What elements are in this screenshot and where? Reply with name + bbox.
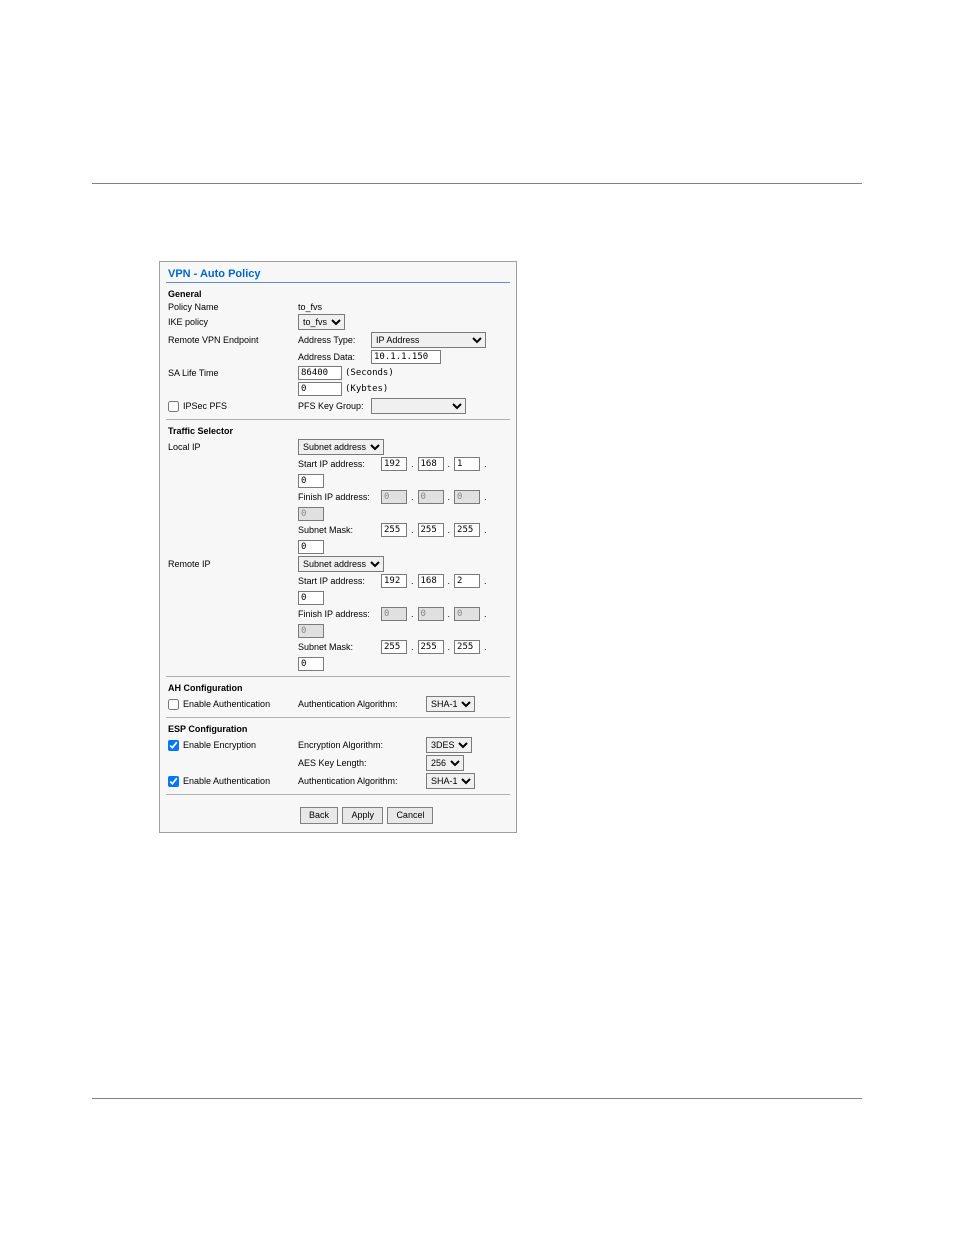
ah-auth-algo-select[interactable]: SHA-1 — [426, 696, 475, 712]
section-divider — [166, 794, 510, 795]
ipsec-pfs-checkbox[interactable] — [168, 401, 179, 412]
local-finish-label: Finish IP address: — [298, 492, 378, 502]
remote-finish-2 — [418, 607, 444, 621]
remote-finish-3 — [454, 607, 480, 621]
section-divider — [166, 717, 510, 718]
esp-auth-algo-select[interactable]: SHA-1 — [426, 773, 475, 789]
address-data-input[interactable] — [371, 350, 441, 364]
esp-enc-algo-label: Encryption Algorithm: — [298, 740, 423, 750]
esp-enable-enc-checkbox[interactable] — [168, 740, 179, 751]
remote-mask-1[interactable] — [381, 640, 407, 654]
esp-enable-auth-checkbox[interactable] — [168, 776, 179, 787]
pfs-group-select[interactable] — [371, 398, 466, 414]
remote-finish-label: Finish IP address: — [298, 609, 378, 619]
sa-kbytes-input[interactable] — [298, 382, 342, 396]
section-divider — [166, 676, 510, 677]
remote-start-1[interactable] — [381, 574, 407, 588]
sa-kbytes-unit: (Kybtes) — [345, 384, 388, 394]
remote-start-3[interactable] — [454, 574, 480, 588]
section-divider — [166, 419, 510, 420]
address-type-label: Address Type: — [298, 335, 368, 345]
remote-start-2[interactable] — [418, 574, 444, 588]
remote-mask-4[interactable] — [298, 657, 324, 671]
ah-enable-auth-checkbox[interactable] — [168, 699, 179, 710]
general-heading: General — [160, 287, 516, 301]
local-start-label: Start IP address: — [298, 459, 378, 469]
traffic-heading: Traffic Selector — [160, 424, 516, 438]
local-mask-3[interactable] — [454, 523, 480, 537]
local-start-1[interactable] — [381, 457, 407, 471]
esp-enc-algo-select[interactable]: 3DES — [426, 737, 472, 753]
local-mask-label: Subnet Mask: — [298, 525, 378, 535]
remote-finish-1 — [381, 607, 407, 621]
esp-heading: ESP Configuration — [160, 722, 516, 736]
local-finish-2 — [418, 490, 444, 504]
remote-finish-4 — [298, 624, 324, 638]
remote-start-4[interactable] — [298, 591, 324, 605]
local-start-2[interactable] — [418, 457, 444, 471]
remote-mask-2[interactable] — [418, 640, 444, 654]
esp-enable-enc-label: Enable Encryption — [183, 740, 256, 750]
pfs-group-label: PFS Key Group: — [298, 401, 368, 411]
local-finish-1 — [381, 490, 407, 504]
remote-mask-3[interactable] — [454, 640, 480, 654]
ah-heading: AH Configuration — [160, 681, 516, 695]
ah-enable-auth-label: Enable Authentication — [183, 699, 270, 709]
esp-enable-auth-label: Enable Authentication — [183, 776, 270, 786]
sa-life-label: SA Life Time — [168, 368, 298, 378]
esp-aes-key-select[interactable]: 256 — [426, 755, 464, 771]
local-ip-label: Local IP — [168, 442, 298, 452]
local-start-4[interactable] — [298, 474, 324, 488]
ipsec-pfs-label: IPSec PFS — [183, 401, 227, 411]
panel-title: VPN - Auto Policy — [160, 262, 516, 282]
address-data-label: Address Data: — [298, 352, 368, 362]
remote-start-label: Start IP address: — [298, 576, 378, 586]
policy-name-value: to_fvs — [298, 302, 322, 312]
ike-policy-label: IKE policy — [168, 317, 298, 327]
sa-seconds-input[interactable] — [298, 366, 342, 380]
esp-aes-key-label: AES Key Length: — [298, 758, 423, 768]
remote-ip-type-select[interactable]: Subnet address — [298, 556, 384, 572]
local-finish-3 — [454, 490, 480, 504]
local-mask-2[interactable] — [418, 523, 444, 537]
local-mask-4[interactable] — [298, 540, 324, 554]
local-finish-4 — [298, 507, 324, 521]
remote-endpoint-label: Remote VPN Endpoint — [168, 335, 298, 345]
vpn-auto-policy-panel: VPN - Auto Policy General Policy Name to… — [159, 261, 517, 833]
remote-mask-label: Subnet Mask: — [298, 642, 378, 652]
apply-button[interactable]: Apply — [342, 807, 383, 824]
cancel-button[interactable]: Cancel — [387, 807, 433, 824]
title-divider — [166, 282, 510, 283]
ah-auth-algo-label: Authentication Algorithm: — [298, 699, 423, 709]
policy-name-label: Policy Name — [168, 302, 298, 312]
local-ip-type-select[interactable]: Subnet address — [298, 439, 384, 455]
back-button[interactable]: Back — [300, 807, 338, 824]
remote-ip-label: Remote IP — [168, 559, 298, 569]
esp-auth-algo-label: Authentication Algorithm: — [298, 776, 423, 786]
local-start-3[interactable] — [454, 457, 480, 471]
sa-seconds-unit: (Seconds) — [345, 368, 394, 378]
ike-policy-select[interactable]: to_fvs — [298, 314, 345, 330]
local-mask-1[interactable] — [381, 523, 407, 537]
address-type-select[interactable]: IP Address — [371, 332, 486, 348]
